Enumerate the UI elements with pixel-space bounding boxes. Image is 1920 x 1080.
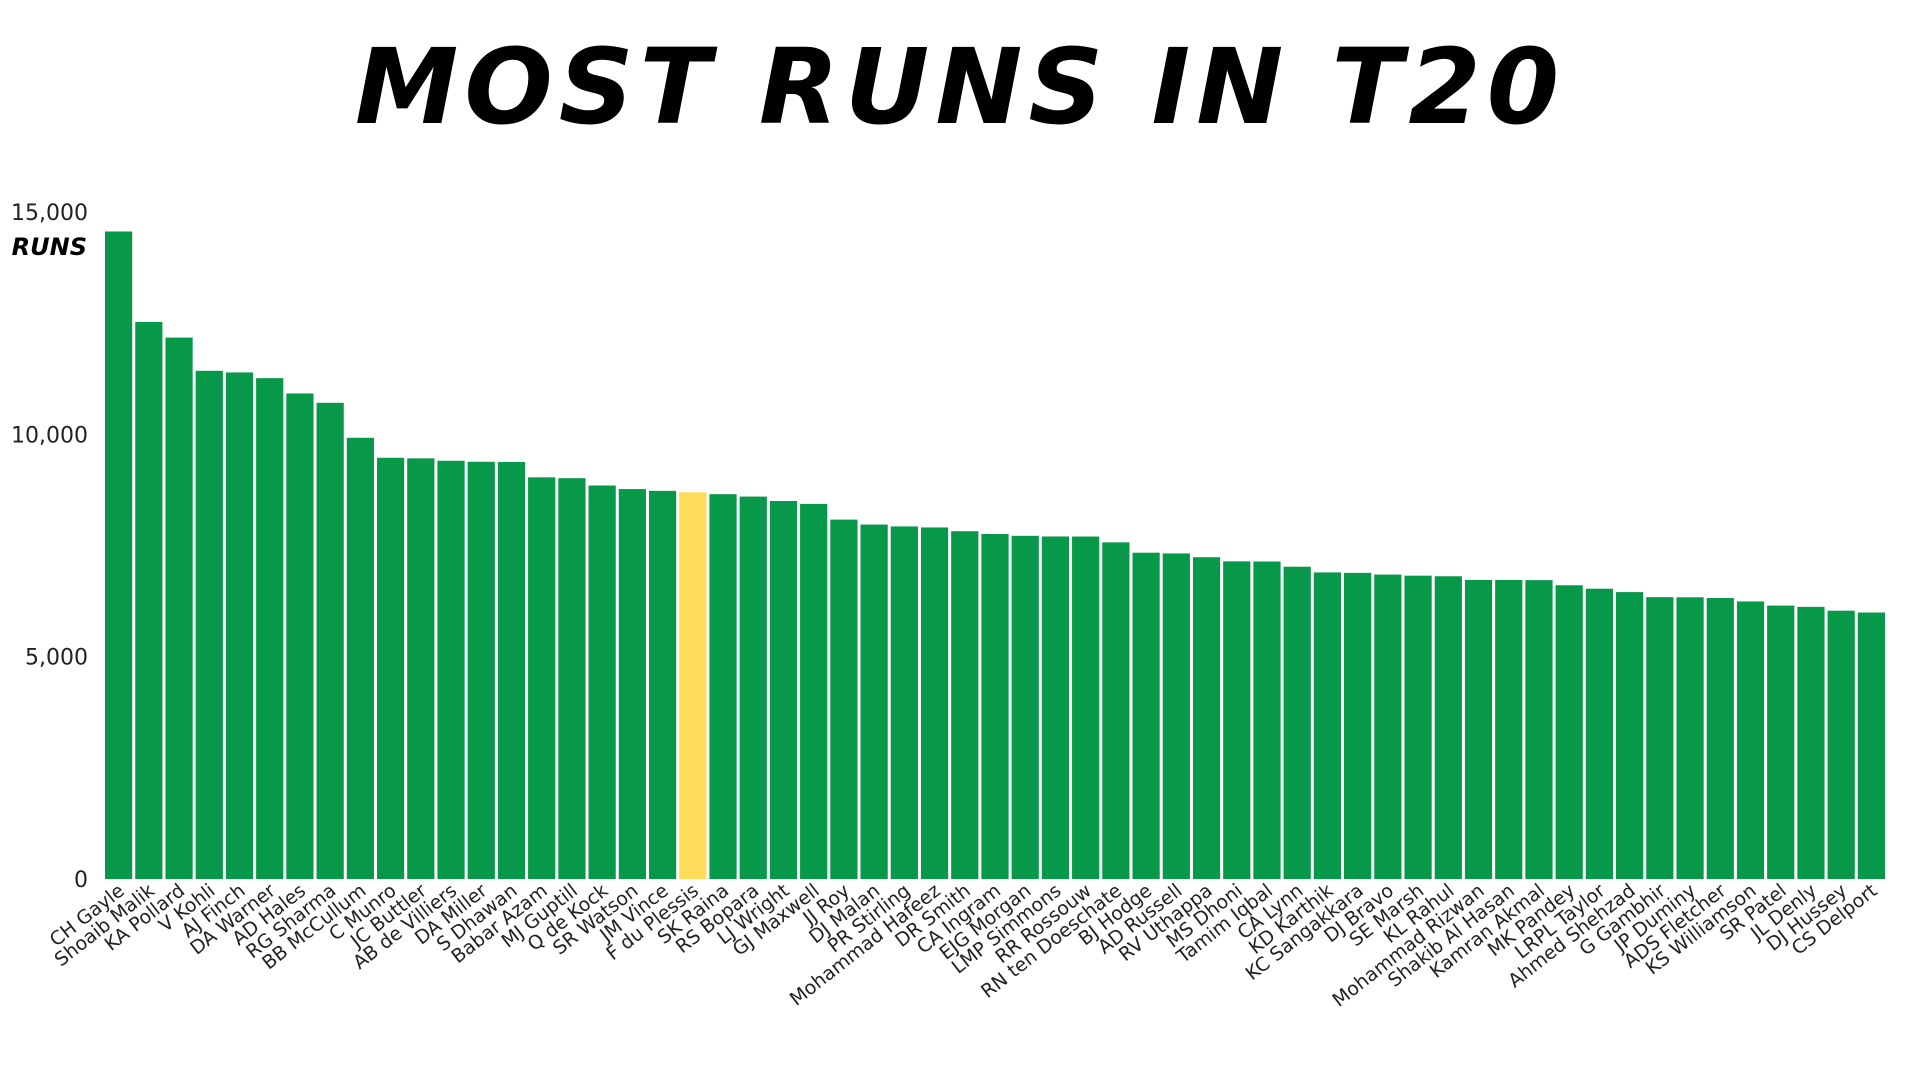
- bar: [1344, 572, 1372, 879]
- bar: [860, 524, 888, 879]
- bars: [105, 231, 1885, 880]
- bar: [1585, 588, 1614, 879]
- bar: [1495, 579, 1523, 879]
- bar: [739, 496, 767, 879]
- y-axis-ticks: 0 5,000 10,000 15,000: [11, 201, 88, 893]
- bar: [800, 503, 828, 879]
- bar: [528, 477, 556, 879]
- bar: [1857, 612, 1885, 879]
- bar: [437, 460, 465, 879]
- bar: [1525, 580, 1553, 879]
- bar: [1434, 576, 1462, 879]
- bar: [1736, 601, 1765, 879]
- bar: [256, 378, 284, 879]
- y-tick-label: 10,000: [11, 423, 88, 448]
- bar: [195, 370, 223, 879]
- bar: [1192, 557, 1221, 879]
- bar: [1011, 535, 1039, 879]
- bar: [1555, 585, 1583, 879]
- y-tick-label: 15,000: [11, 201, 88, 226]
- bar: [1102, 542, 1130, 879]
- bar: [165, 337, 193, 879]
- bar: [588, 485, 616, 879]
- bar: [709, 494, 737, 879]
- y-axis-label: RUNS: [12, 233, 87, 261]
- bar: [981, 533, 1009, 879]
- bar: [225, 372, 254, 879]
- bar: [1706, 597, 1734, 879]
- bar: [286, 393, 314, 879]
- bar: [1767, 605, 1795, 879]
- bar: [1676, 597, 1704, 879]
- y-tick-label: 0: [74, 868, 88, 893]
- bar: [135, 321, 163, 879]
- bar: [316, 402, 344, 879]
- bar: [1072, 536, 1100, 879]
- bar: [558, 478, 586, 879]
- bar: [1283, 566, 1311, 879]
- bar: [1827, 610, 1855, 879]
- bar: [1253, 561, 1281, 879]
- bar: [467, 461, 495, 879]
- bar: [679, 492, 707, 879]
- bar: [648, 490, 677, 879]
- bar: [769, 500, 798, 879]
- bar: [1404, 575, 1432, 879]
- bar: [1162, 553, 1190, 879]
- bar: [1797, 606, 1825, 879]
- bar: [1313, 572, 1342, 879]
- bar: [920, 527, 949, 879]
- bar: [346, 437, 374, 879]
- bar: [1041, 536, 1070, 879]
- bar: [890, 526, 918, 879]
- bar: [105, 231, 133, 880]
- bar: [407, 458, 435, 879]
- bar: [951, 531, 979, 879]
- bar: [1374, 574, 1402, 879]
- bar: [1646, 597, 1674, 879]
- bar: [1223, 561, 1251, 879]
- bar: [497, 461, 526, 879]
- bar: [1132, 552, 1160, 879]
- bar: [376, 457, 405, 879]
- y-tick-label: 5,000: [25, 646, 88, 671]
- chart-title: Most runs in T20: [354, 26, 1566, 148]
- bar: [618, 489, 646, 879]
- bar: [830, 519, 858, 879]
- bar: [1464, 579, 1493, 879]
- bar: [1616, 592, 1644, 879]
